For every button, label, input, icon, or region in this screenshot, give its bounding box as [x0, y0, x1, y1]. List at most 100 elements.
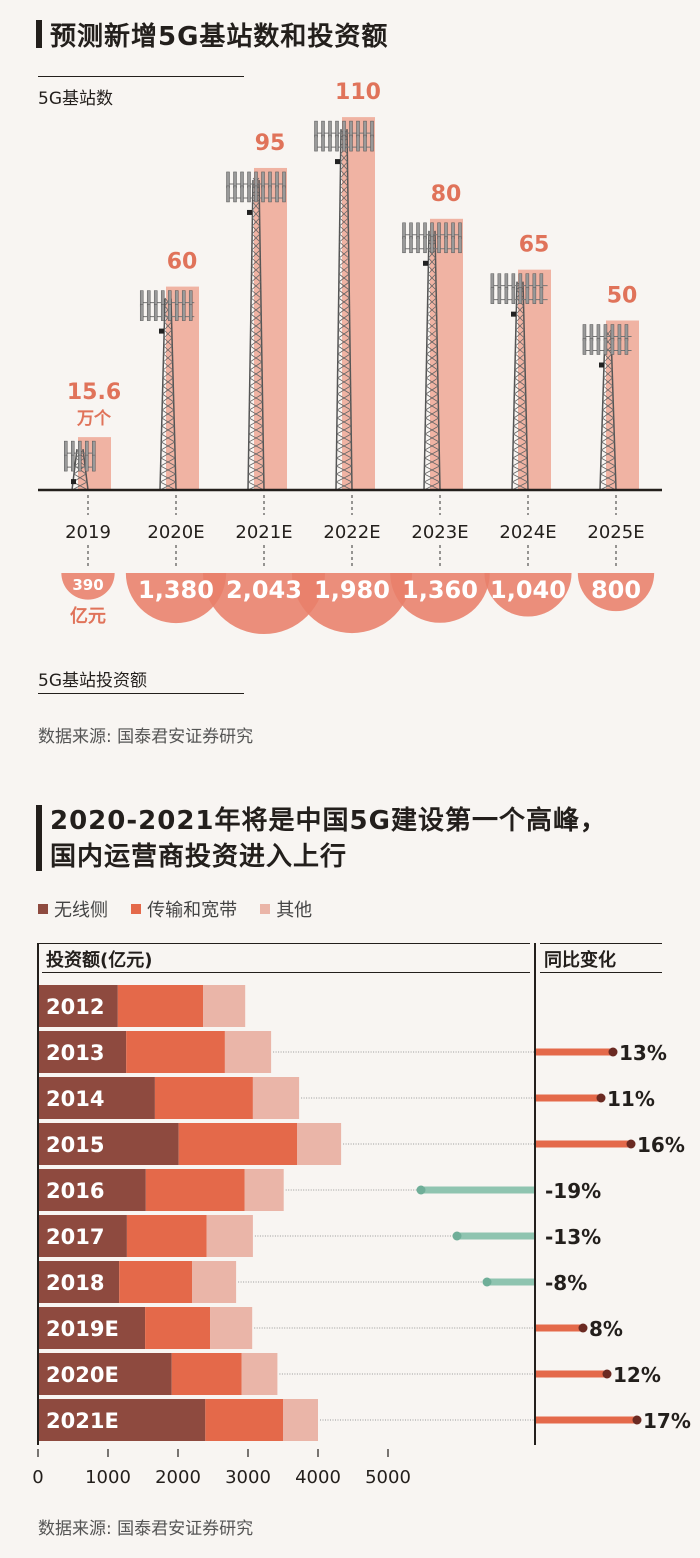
tower-brace	[602, 401, 614, 411]
antenna-panel	[402, 222, 406, 240]
antenna-panel	[504, 287, 509, 304]
antenna-panel	[518, 273, 523, 290]
year-label: 2020E	[147, 522, 204, 543]
tower-brace	[252, 209, 260, 219]
tower-brace	[340, 169, 348, 179]
tower-brace	[340, 177, 349, 187]
tower-brace	[427, 273, 437, 283]
bar-segment-wireless	[38, 985, 118, 1027]
investment-bubble	[291, 573, 413, 634]
bottom-source: 数据来源: 国泰君安证券研究	[38, 1519, 254, 1539]
antenna-panel	[437, 222, 441, 240]
tower-brace	[603, 377, 613, 387]
tower-brace	[427, 281, 437, 291]
tower-brace	[515, 329, 525, 339]
tower-brace	[161, 441, 176, 451]
tower-brace	[601, 433, 615, 443]
antenna-panel	[582, 324, 587, 341]
tower-brace	[512, 457, 528, 467]
tower-brace	[601, 449, 616, 459]
antenna-panel	[504, 273, 509, 290]
antenna-panel	[497, 273, 502, 290]
tower-brace	[425, 409, 439, 419]
tower-brace	[336, 457, 352, 467]
tower-brace	[250, 313, 262, 323]
antenna-panel	[416, 222, 420, 240]
tower-brace	[251, 249, 261, 259]
tower-brace	[339, 233, 349, 243]
tower-brace	[601, 425, 615, 435]
tower-brace	[512, 449, 528, 459]
tower-brace	[248, 441, 264, 451]
table-row: 2020E 12%	[38, 1353, 661, 1395]
antenna-panel	[167, 290, 172, 307]
investment-bubble	[484, 573, 572, 617]
antenna-panel	[268, 185, 272, 203]
antenna-panel	[139, 290, 144, 307]
bar-segment-wireless	[38, 1031, 127, 1073]
tower-brace	[423, 481, 441, 491]
tower-brace	[600, 473, 616, 483]
antenna-panel	[342, 120, 346, 138]
tower-brace	[248, 465, 264, 475]
tower-brace	[338, 297, 350, 307]
legend-item-wireless: 无线侧	[38, 896, 108, 922]
yoy-dot	[632, 1415, 642, 1425]
yoy-label: -13%	[545, 1225, 601, 1249]
tower-brace	[337, 337, 351, 347]
antenna-panel	[174, 290, 179, 307]
antenna-panel	[349, 134, 353, 152]
bar-segment-other	[210, 1307, 253, 1349]
tower-brace	[247, 481, 265, 491]
antenna-panel	[247, 171, 251, 189]
divider	[38, 693, 244, 694]
tower-brace	[514, 361, 526, 371]
tower-brace	[514, 393, 527, 403]
investment-bubble	[61, 573, 115, 600]
x-tick-label: 3000	[225, 1467, 271, 1488]
tower-brace	[424, 449, 440, 459]
antenna-panel	[314, 120, 318, 138]
tower-brace	[250, 329, 262, 339]
tower-leg	[346, 129, 353, 491]
antenna-panel	[328, 134, 332, 152]
antenna-panel	[314, 134, 318, 152]
tower-brace	[425, 385, 439, 395]
year-label: 2015	[46, 1133, 104, 1157]
antenna-panel	[335, 120, 339, 138]
tower-brace	[160, 449, 176, 459]
bar-segment-other	[252, 1077, 300, 1119]
tower-brace	[251, 281, 262, 291]
equipment-box	[335, 159, 340, 165]
tower-brace	[250, 337, 262, 347]
tower-brace	[602, 409, 614, 419]
antenna-panel	[282, 185, 286, 203]
bar-segment-transmission	[145, 1307, 211, 1349]
bar-segment-transmission	[117, 985, 204, 1027]
investment-unit-label: 亿元	[70, 605, 106, 627]
tower-brace	[604, 353, 613, 363]
yoy-label: 13%	[619, 1041, 667, 1065]
tower-brace	[249, 361, 263, 371]
tower-brace	[251, 233, 261, 243]
tower-brace	[424, 433, 440, 443]
tower-brace	[603, 369, 613, 379]
antenna-panel	[451, 222, 455, 240]
header-rule	[42, 972, 530, 973]
tower-brace	[248, 433, 264, 443]
bottom-title-line1: 2020-2021年将是中国5G建设第一个高峰，	[50, 806, 607, 836]
antenna-panel	[444, 222, 448, 240]
tower-brace	[512, 473, 528, 483]
antenna-panel	[589, 338, 594, 355]
yoy-label: 11%	[607, 1087, 655, 1111]
tower-brace	[336, 425, 352, 435]
year-label: 2024E	[499, 522, 556, 543]
tower-brace	[249, 401, 263, 411]
yoy-label: -8%	[545, 1271, 587, 1295]
bar-segment-transmission	[126, 1215, 207, 1257]
tower-brace	[336, 417, 352, 427]
station-count-label: 65	[519, 233, 550, 258]
antenna-panel	[275, 185, 279, 203]
antenna-panel	[226, 185, 230, 203]
tower-brace	[161, 433, 175, 443]
